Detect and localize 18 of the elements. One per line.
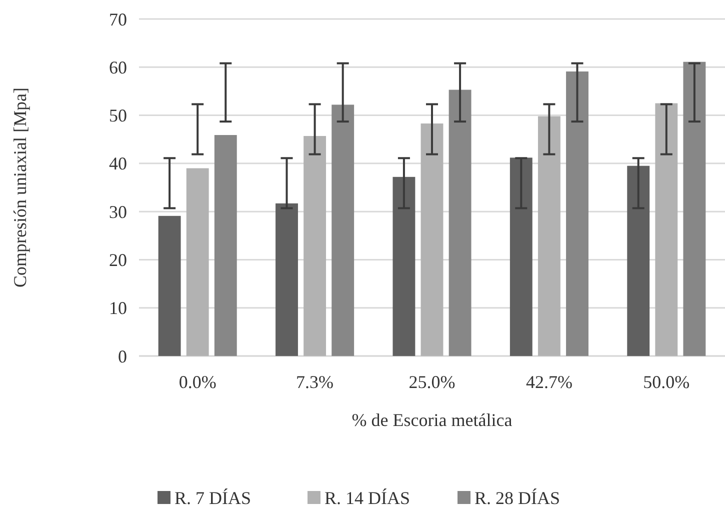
y-tick-label: 30 [109, 202, 127, 222]
legend-label: R. 14 DÍAS [324, 488, 410, 508]
x-tick-label: 25.0% [408, 372, 456, 392]
x-axis-title: % de Escoria metálica [352, 410, 512, 430]
y-tick-label: 20 [109, 250, 127, 270]
x-tick-label: 0.0% [178, 372, 216, 392]
x-tick-label: 7.3% [296, 372, 334, 392]
y-tick-label: 70 [109, 9, 127, 30]
x-tick-label: 42.7% [526, 372, 572, 392]
legend-label: R. 7 DÍAS [174, 488, 252, 508]
y-tick-label: 40 [109, 154, 127, 174]
x-tick-label: 50.0% [643, 372, 690, 392]
y-tick-label: 50 [109, 106, 127, 126]
y-axis-title: Compresión uniaxial [Mpa] [10, 88, 30, 288]
y-tick-label: 0 [118, 346, 127, 366]
legend-label: R. 28 DÍAS [474, 488, 560, 508]
y-tick-label: 60 [109, 57, 127, 78]
y-tick-label: 10 [109, 298, 127, 318]
